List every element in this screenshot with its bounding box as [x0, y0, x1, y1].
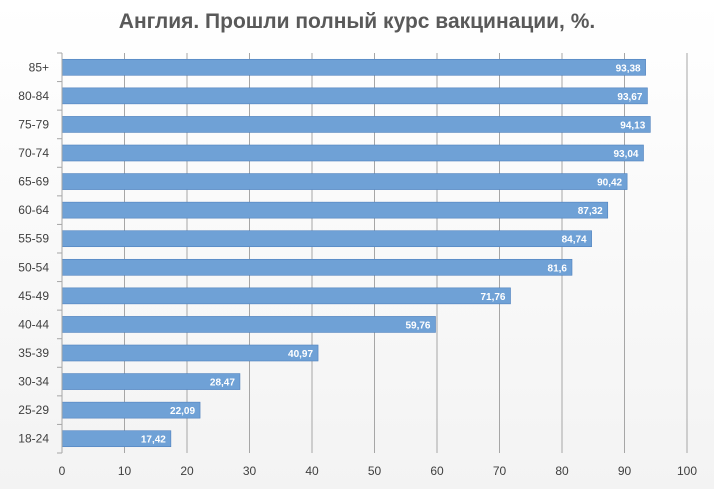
bar	[61, 173, 628, 190]
bar	[61, 144, 644, 162]
category-label: 55-59	[18, 232, 49, 246]
bar	[61, 258, 573, 276]
x-tick-label: 70	[493, 464, 507, 478]
data-label: 81,6	[548, 263, 568, 274]
x-tick-label: 20	[180, 464, 194, 478]
data-label: 22,09	[170, 406, 195, 417]
x-tick-label: 100	[677, 464, 697, 478]
category-label: 30-34	[18, 375, 49, 389]
category-label: 60-64	[18, 203, 49, 217]
bar	[61, 344, 319, 362]
category-label: 50-54	[18, 260, 49, 274]
x-tick-label: 60	[430, 464, 444, 478]
bar	[61, 230, 592, 248]
x-tick-label: 10	[118, 464, 132, 478]
chart-title: Англия. Прошли полный курс вакцинации, %…	[118, 10, 596, 33]
bar	[61, 287, 511, 305]
bar	[61, 87, 648, 105]
data-label: 71,76	[480, 292, 505, 303]
data-label: 93,38	[616, 63, 641, 74]
x-tick-label: 0	[59, 464, 66, 478]
x-tick-label: 80	[555, 464, 569, 478]
bar	[61, 316, 436, 333]
data-label: 84,74	[562, 235, 587, 246]
data-label: 40,97	[288, 349, 313, 360]
category-label: 65-69	[18, 175, 49, 189]
category-label: 75-79	[18, 117, 49, 131]
category-label: 85+	[29, 60, 49, 74]
x-tick-label: 50	[368, 464, 382, 478]
category-label: 25-29	[18, 403, 49, 417]
data-label: 59,76	[405, 320, 430, 331]
data-label: 94,13	[620, 120, 645, 131]
x-tick-label: 90	[618, 464, 632, 478]
category-label: 40-44	[18, 317, 49, 331]
x-tick-label: 30	[243, 464, 257, 478]
data-label: 28,47	[210, 378, 235, 389]
data-label: 90,42	[597, 178, 622, 189]
bar	[61, 116, 651, 133]
data-label: 93,67	[617, 92, 642, 103]
bar	[61, 201, 609, 219]
category-label: 45-49	[18, 289, 49, 303]
category-label: 70-74	[18, 146, 49, 160]
category-label: 18-24	[18, 432, 49, 446]
data-label: 17,42	[141, 435, 166, 446]
data-label: 93,04	[613, 149, 638, 160]
data-label: 87,32	[578, 206, 603, 217]
category-label: 80-84	[18, 89, 49, 103]
bar	[61, 58, 646, 76]
x-tick-label: 40	[305, 464, 319, 478]
category-label: 35-39	[18, 346, 49, 360]
